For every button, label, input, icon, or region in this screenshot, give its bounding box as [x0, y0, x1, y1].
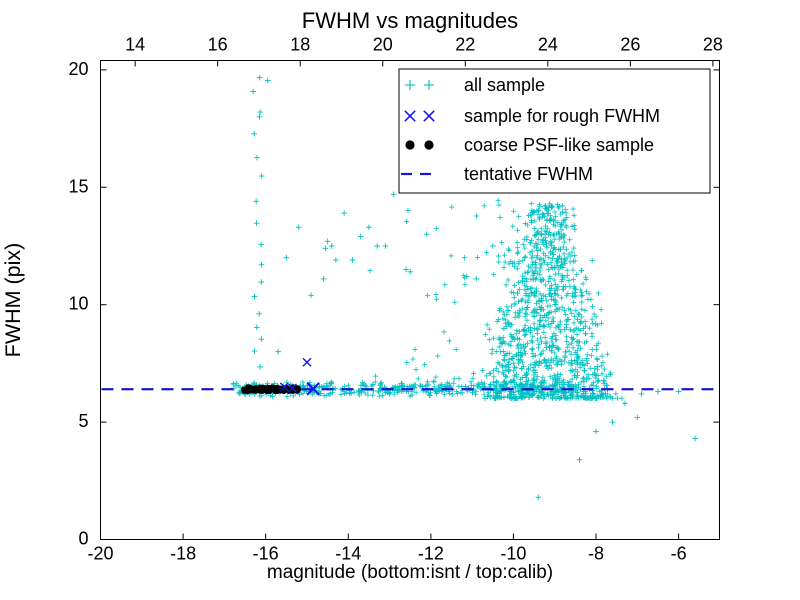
svg-text:0: 0: [78, 529, 88, 549]
svg-text:tentative FWHM: tentative FWHM: [464, 164, 593, 184]
svg-text:28: 28: [703, 35, 723, 55]
svg-text:all sample: all sample: [464, 75, 545, 95]
svg-text:-16: -16: [253, 544, 279, 564]
svg-text:22: 22: [455, 35, 475, 55]
svg-text:-20: -20: [87, 544, 113, 564]
svg-text:-12: -12: [418, 544, 444, 564]
svg-text:magnitude (bottom:isnt / top:c: magnitude (bottom:isnt / top:calib): [267, 562, 553, 583]
svg-text:-14: -14: [335, 544, 361, 564]
svg-text:-6: -6: [671, 544, 687, 564]
svg-text:10: 10: [68, 294, 88, 314]
svg-text:14: 14: [125, 35, 145, 55]
svg-text:-8: -8: [588, 544, 604, 564]
svg-text:coarse PSF-like sample: coarse PSF-like sample: [464, 135, 654, 155]
svg-text:26: 26: [620, 35, 640, 55]
svg-text:5: 5: [78, 411, 88, 431]
svg-text:16: 16: [208, 35, 228, 55]
svg-text:-10: -10: [500, 544, 526, 564]
svg-text:15: 15: [68, 176, 88, 196]
svg-text:24: 24: [538, 35, 558, 55]
svg-text:-18: -18: [170, 544, 196, 564]
svg-text:FWHM (pix): FWHM (pix): [1, 243, 25, 358]
svg-text:sample for rough FWHM: sample for rough FWHM: [464, 106, 660, 126]
svg-text:FWHM vs magnitudes: FWHM vs magnitudes: [302, 8, 518, 33]
svg-text:18: 18: [290, 35, 310, 55]
svg-text:20: 20: [373, 35, 393, 55]
svg-text:20: 20: [68, 59, 88, 79]
